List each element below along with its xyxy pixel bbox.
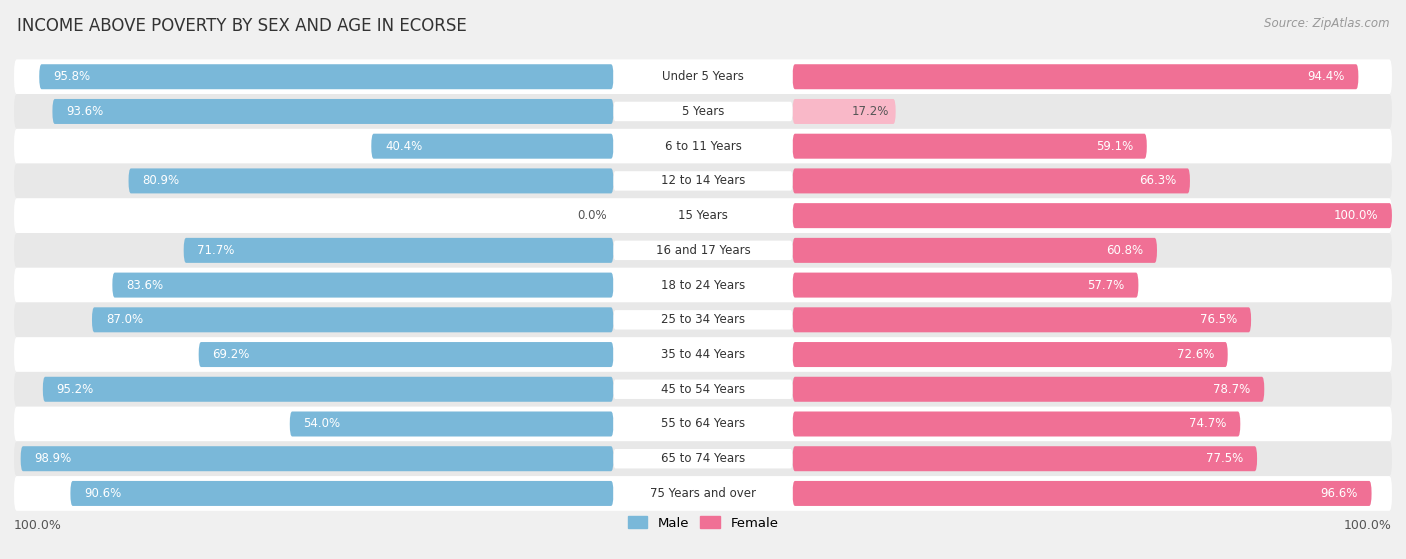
FancyBboxPatch shape	[184, 238, 613, 263]
Text: 94.4%: 94.4%	[1308, 70, 1344, 83]
Text: 65 to 74 Years: 65 to 74 Years	[661, 452, 745, 465]
FancyBboxPatch shape	[613, 345, 793, 364]
Text: 95.8%: 95.8%	[53, 70, 90, 83]
Text: Under 5 Years: Under 5 Years	[662, 70, 744, 83]
Text: 0.0%: 0.0%	[576, 209, 606, 222]
FancyBboxPatch shape	[793, 411, 1240, 437]
FancyBboxPatch shape	[371, 134, 613, 159]
Text: 6 to 11 Years: 6 to 11 Years	[665, 140, 741, 153]
FancyBboxPatch shape	[21, 446, 613, 471]
Text: 55 to 64 Years: 55 to 64 Years	[661, 418, 745, 430]
FancyBboxPatch shape	[793, 64, 1358, 89]
FancyBboxPatch shape	[14, 59, 1392, 94]
FancyBboxPatch shape	[613, 484, 793, 503]
FancyBboxPatch shape	[14, 406, 1392, 442]
FancyBboxPatch shape	[14, 94, 1392, 129]
FancyBboxPatch shape	[613, 310, 793, 330]
Text: 76.5%: 76.5%	[1201, 313, 1237, 326]
FancyBboxPatch shape	[42, 377, 613, 402]
FancyBboxPatch shape	[793, 203, 1392, 228]
FancyBboxPatch shape	[14, 233, 1392, 268]
FancyBboxPatch shape	[793, 273, 1139, 297]
Text: 66.3%: 66.3%	[1139, 174, 1177, 187]
FancyBboxPatch shape	[793, 134, 1147, 159]
Text: 87.0%: 87.0%	[105, 313, 143, 326]
FancyBboxPatch shape	[613, 136, 793, 156]
FancyBboxPatch shape	[613, 102, 793, 121]
Text: 80.9%: 80.9%	[142, 174, 180, 187]
FancyBboxPatch shape	[14, 268, 1392, 302]
Text: 98.9%: 98.9%	[34, 452, 72, 465]
Text: 17.2%: 17.2%	[852, 105, 889, 118]
Text: 35 to 44 Years: 35 to 44 Years	[661, 348, 745, 361]
Legend: Male, Female: Male, Female	[623, 511, 783, 535]
FancyBboxPatch shape	[793, 446, 1257, 471]
FancyBboxPatch shape	[14, 337, 1392, 372]
Text: 72.6%: 72.6%	[1177, 348, 1213, 361]
FancyBboxPatch shape	[793, 481, 1372, 506]
FancyBboxPatch shape	[39, 64, 613, 89]
FancyBboxPatch shape	[793, 238, 1157, 263]
Text: 5 Years: 5 Years	[682, 105, 724, 118]
Text: 45 to 54 Years: 45 to 54 Years	[661, 383, 745, 396]
FancyBboxPatch shape	[14, 198, 1392, 233]
FancyBboxPatch shape	[128, 168, 613, 193]
Text: 75 Years and over: 75 Years and over	[650, 487, 756, 500]
FancyBboxPatch shape	[14, 164, 1392, 198]
Text: 54.0%: 54.0%	[304, 418, 340, 430]
Text: 69.2%: 69.2%	[212, 348, 250, 361]
FancyBboxPatch shape	[14, 302, 1392, 337]
FancyBboxPatch shape	[793, 168, 1189, 193]
Text: 100.0%: 100.0%	[1344, 519, 1392, 533]
FancyBboxPatch shape	[14, 129, 1392, 164]
Text: 90.6%: 90.6%	[84, 487, 121, 500]
FancyBboxPatch shape	[613, 171, 793, 191]
Text: 71.7%: 71.7%	[197, 244, 235, 257]
FancyBboxPatch shape	[793, 377, 1264, 402]
FancyBboxPatch shape	[112, 273, 613, 297]
FancyBboxPatch shape	[198, 342, 613, 367]
FancyBboxPatch shape	[613, 206, 793, 225]
Text: 78.7%: 78.7%	[1213, 383, 1250, 396]
FancyBboxPatch shape	[14, 372, 1392, 406]
Text: INCOME ABOVE POVERTY BY SEX AND AGE IN ECORSE: INCOME ABOVE POVERTY BY SEX AND AGE IN E…	[17, 17, 467, 35]
Text: 74.7%: 74.7%	[1189, 418, 1226, 430]
FancyBboxPatch shape	[52, 99, 613, 124]
FancyBboxPatch shape	[14, 476, 1392, 511]
FancyBboxPatch shape	[290, 411, 613, 437]
Text: 83.6%: 83.6%	[127, 278, 163, 292]
Text: 18 to 24 Years: 18 to 24 Years	[661, 278, 745, 292]
Text: 93.6%: 93.6%	[66, 105, 104, 118]
FancyBboxPatch shape	[613, 449, 793, 468]
Text: 95.2%: 95.2%	[56, 383, 94, 396]
Text: 57.7%: 57.7%	[1087, 278, 1125, 292]
Text: 59.1%: 59.1%	[1095, 140, 1133, 153]
Text: 96.6%: 96.6%	[1320, 487, 1358, 500]
FancyBboxPatch shape	[613, 240, 793, 260]
FancyBboxPatch shape	[14, 442, 1392, 476]
Text: 15 Years: 15 Years	[678, 209, 728, 222]
Text: 77.5%: 77.5%	[1206, 452, 1243, 465]
Text: Source: ZipAtlas.com: Source: ZipAtlas.com	[1264, 17, 1389, 30]
Text: 25 to 34 Years: 25 to 34 Years	[661, 313, 745, 326]
FancyBboxPatch shape	[793, 99, 896, 124]
FancyBboxPatch shape	[793, 342, 1227, 367]
Text: 60.8%: 60.8%	[1107, 244, 1143, 257]
FancyBboxPatch shape	[613, 380, 793, 399]
Text: 100.0%: 100.0%	[1334, 209, 1378, 222]
FancyBboxPatch shape	[613, 414, 793, 434]
FancyBboxPatch shape	[613, 67, 793, 87]
Text: 16 and 17 Years: 16 and 17 Years	[655, 244, 751, 257]
Text: 40.4%: 40.4%	[385, 140, 422, 153]
FancyBboxPatch shape	[613, 276, 793, 295]
FancyBboxPatch shape	[70, 481, 613, 506]
Text: 100.0%: 100.0%	[14, 519, 62, 533]
FancyBboxPatch shape	[91, 307, 613, 332]
Text: 12 to 14 Years: 12 to 14 Years	[661, 174, 745, 187]
FancyBboxPatch shape	[793, 307, 1251, 332]
